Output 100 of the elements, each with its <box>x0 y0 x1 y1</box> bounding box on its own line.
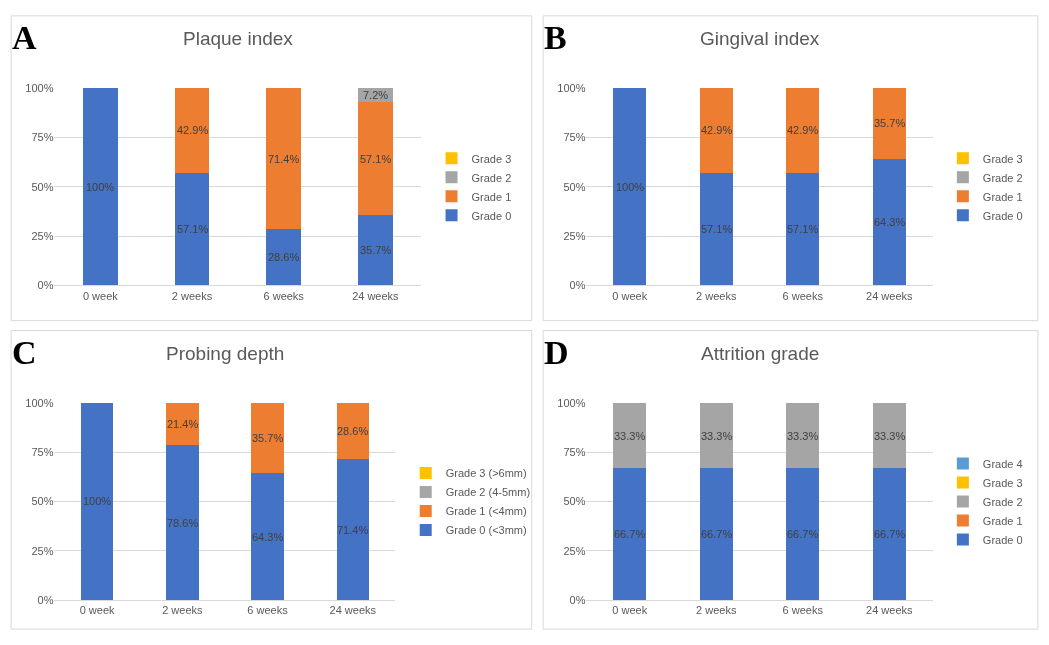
data-label: 71.4% <box>337 524 369 536</box>
data-label: 7.2% <box>363 89 389 101</box>
bar <box>266 88 302 230</box>
legend-label: Grade 3 (>6mm) <box>445 467 527 480</box>
data-label: 35.7% <box>252 432 284 444</box>
bar <box>336 459 369 601</box>
x-tick-label: 2 weeks <box>696 289 737 302</box>
y-tick-label: 0% <box>37 279 54 292</box>
y-tick-label: 100% <box>557 81 586 94</box>
y-tick-label: 100% <box>557 396 586 409</box>
y-tick-label: 75% <box>31 131 54 144</box>
data-label: 100% <box>83 495 112 507</box>
data-label: 57.1% <box>701 223 733 235</box>
data-label: 28.6% <box>268 251 300 263</box>
bar <box>82 88 118 286</box>
y-tick-label: 75% <box>563 131 586 144</box>
data-label: 64.3% <box>874 216 906 228</box>
y-tick-label: 50% <box>563 495 586 508</box>
text: B <box>544 19 567 56</box>
x-tick-label: 0 week <box>82 289 119 302</box>
y-tick-label: 25% <box>563 229 586 242</box>
data-label: 66.7% <box>701 528 733 540</box>
data-label: 57.1% <box>787 223 819 235</box>
data-label: 71.4% <box>268 153 300 165</box>
text: C <box>12 334 37 371</box>
legend-label: Grade 3 <box>982 476 1023 489</box>
chart-title: Probing depth <box>166 343 285 364</box>
data-label: 100% <box>86 181 115 193</box>
legend-label: Grade 0 <box>982 209 1023 222</box>
data-label: 42.9% <box>787 124 819 136</box>
data-label: 57.1% <box>177 223 209 235</box>
bar <box>786 172 820 286</box>
x-tick-label: 6 weeks <box>263 289 305 302</box>
data-label: 66.7% <box>614 528 646 540</box>
x-tick-label: 6 weeks <box>782 604 824 617</box>
chart-title: Attrition grade <box>701 343 820 364</box>
bar <box>357 214 393 286</box>
bar <box>613 88 647 286</box>
data-label: 28.6% <box>337 425 369 437</box>
x-tick-label: 0 week <box>612 604 648 617</box>
chart-title: Gingival index <box>700 28 820 49</box>
data-label: 100% <box>616 181 645 193</box>
data-label: 66.7% <box>874 528 906 540</box>
y-tick-label: 50% <box>31 495 54 508</box>
legend-label: Grade 0 <box>982 533 1023 546</box>
x-tick-label: 2 weeks <box>696 604 737 617</box>
bar <box>872 158 906 286</box>
data-label: 33.3% <box>701 430 733 442</box>
x-tick-label: 24 weeks <box>866 289 914 302</box>
y-tick-label: 75% <box>31 445 54 458</box>
y-tick-label: 100% <box>25 396 54 409</box>
legend-label: Grade 2 <box>982 495 1023 508</box>
y-tick-label: 0% <box>569 594 586 606</box>
legend-label: Grade 1 <box>982 190 1023 203</box>
data-label: 33.3% <box>787 430 819 442</box>
chart-title: Plaque index <box>183 28 294 49</box>
bar <box>251 402 284 474</box>
bar <box>80 402 114 601</box>
bar <box>872 88 906 159</box>
x-tick-label: 2 weeks <box>171 289 213 302</box>
legend-label: Grade 2 <box>471 171 512 184</box>
y-tick-label: 25% <box>563 544 586 557</box>
text: D <box>544 334 569 371</box>
x-tick-label: 24 weeks <box>352 289 400 302</box>
legend-label: Grade 1 <box>982 514 1023 527</box>
x-tick-label: 0 week <box>79 604 116 617</box>
x-tick-label: 24 weeks <box>329 604 377 617</box>
y-tick-label: 50% <box>563 180 586 193</box>
data-label: 33.3% <box>874 430 906 442</box>
legend-label: Grade 3 <box>982 152 1023 165</box>
y-tick-label: 75% <box>563 445 586 458</box>
y-tick-label: 0% <box>37 594 54 606</box>
x-tick-label: 6 weeks <box>247 604 289 617</box>
data-label: 21.4% <box>167 418 199 430</box>
x-tick-label: 6 weeks <box>782 289 824 302</box>
y-tick-label: 100% <box>25 81 54 94</box>
x-tick-label: 0 week <box>612 289 648 302</box>
legend-label: Grade 4 <box>982 457 1023 470</box>
bar <box>699 88 733 173</box>
bar <box>174 88 210 173</box>
legend-label: Grade 0 <box>471 209 512 222</box>
data-label: 42.9% <box>701 124 733 136</box>
data-label: 42.9% <box>177 124 209 136</box>
y-tick-label: 25% <box>31 229 54 242</box>
data-label: 33.3% <box>614 430 646 442</box>
bar <box>699 172 733 286</box>
data-label: 66.7% <box>787 528 819 540</box>
legend-label: Grade 1 <box>471 190 512 203</box>
bar <box>166 402 199 445</box>
data-label: 78.6% <box>167 517 199 529</box>
bar <box>266 229 302 286</box>
y-tick-label: 0% <box>569 279 586 292</box>
bar <box>786 88 820 173</box>
legend-label: Grade 0 (<3mm) <box>445 524 527 537</box>
legend-label: Grade 1 (<4mm) <box>445 505 527 518</box>
data-label: 64.3% <box>252 531 284 543</box>
legend-label: Grade 2 (4-5mm) <box>445 486 531 499</box>
data-label: 35.7% <box>360 244 392 256</box>
bar <box>174 172 210 286</box>
bar <box>251 473 284 601</box>
